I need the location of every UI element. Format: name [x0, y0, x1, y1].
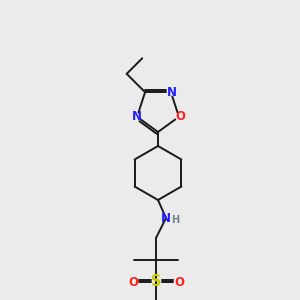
- Text: H: H: [171, 215, 179, 225]
- Text: O: O: [174, 275, 184, 289]
- Text: N: N: [167, 86, 176, 99]
- Text: N: N: [132, 110, 142, 123]
- Text: O: O: [128, 275, 138, 289]
- Text: N: N: [161, 212, 171, 224]
- Text: O: O: [175, 110, 185, 123]
- Text: S: S: [151, 274, 161, 290]
